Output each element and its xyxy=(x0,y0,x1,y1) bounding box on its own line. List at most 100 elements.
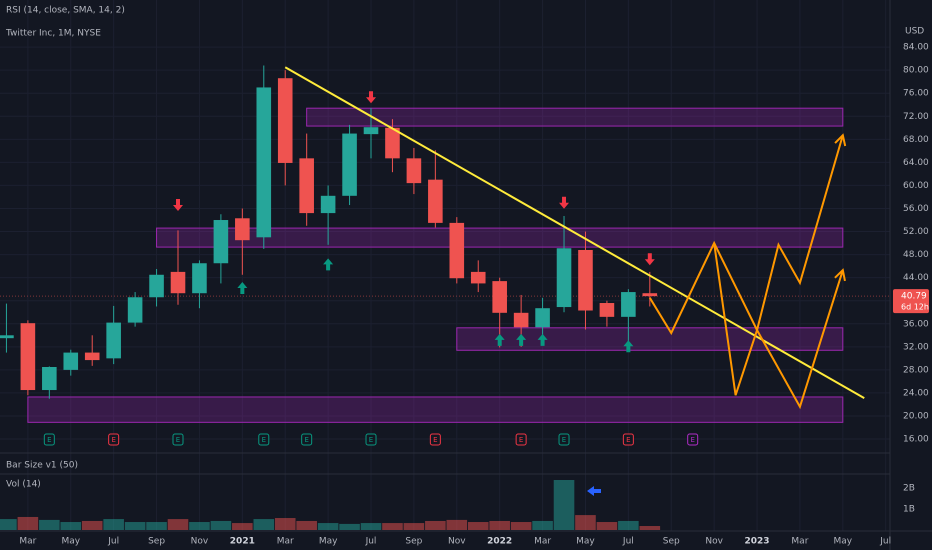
candle-body xyxy=(513,312,529,328)
vol-tick-label: 2B xyxy=(903,483,915,493)
earnings-marker xyxy=(172,433,184,446)
y-tick-label: 20.00 xyxy=(903,411,929,421)
volume-bar xyxy=(232,523,253,530)
earnings-marker xyxy=(258,433,270,446)
earnings-label: E xyxy=(369,436,373,444)
volume-bar xyxy=(146,522,167,530)
earnings-label: E xyxy=(176,436,180,444)
earnings-label: E xyxy=(562,436,566,444)
y-tick-label: 68.00 xyxy=(903,135,929,145)
projection-arrowhead xyxy=(834,268,846,282)
signal-arrow xyxy=(644,253,655,266)
y-tick-label: 16.00 xyxy=(903,435,929,445)
countdown: 6d 12h xyxy=(901,303,929,312)
candle-body xyxy=(0,335,14,339)
volume-bar xyxy=(425,520,446,530)
x-tick-label: Jul xyxy=(365,537,377,547)
x-tick-label: May xyxy=(576,537,595,547)
signal-arrow xyxy=(516,333,527,346)
projection-arrowhead xyxy=(834,133,847,147)
projection xyxy=(713,242,844,410)
candle-body xyxy=(578,249,593,311)
volume-bar xyxy=(81,520,103,530)
x-tick-label: Mar xyxy=(19,537,36,547)
candle-body xyxy=(599,303,615,317)
x-tick-label: 2023 xyxy=(745,537,770,547)
volume-bar xyxy=(60,522,82,530)
x-tick-label: Jul xyxy=(107,537,119,547)
y-tick-label: 56.00 xyxy=(903,204,929,214)
volume-bar xyxy=(274,518,296,530)
y-tick-label: 44.00 xyxy=(903,273,929,283)
signal-arrow xyxy=(494,333,505,346)
volume-bar xyxy=(167,519,189,530)
volume-bar xyxy=(189,522,210,530)
indicator-label: RSI (14, close, SMA, 14, 2) xyxy=(6,6,125,16)
candle-body xyxy=(63,352,79,370)
volume-bar xyxy=(253,519,275,530)
x-tick-label: Jul xyxy=(879,537,891,547)
earnings-label: E xyxy=(262,436,266,444)
zone xyxy=(27,396,844,423)
volume-bar xyxy=(618,520,639,530)
earnings-label: E xyxy=(519,436,523,444)
zone xyxy=(456,327,844,351)
earnings-marker xyxy=(515,433,527,446)
candle-body xyxy=(385,127,400,159)
vol-tick-label: 1B xyxy=(903,504,915,514)
candle-body xyxy=(84,352,100,361)
x-tick-label: 2021 xyxy=(230,537,255,547)
trendline xyxy=(284,66,865,399)
volume-bar xyxy=(360,523,382,530)
y-tick-label: 76.00 xyxy=(903,89,929,99)
volume-bar xyxy=(489,520,510,530)
volume-bar xyxy=(553,479,575,530)
x-tick-label: May xyxy=(61,537,80,547)
earnings-label: E xyxy=(433,436,437,444)
y-tick-label: 84.00 xyxy=(903,43,929,53)
candle-body xyxy=(277,78,293,163)
earnings-marker xyxy=(622,433,634,446)
signal-arrow xyxy=(537,333,548,346)
volume-bar xyxy=(446,519,468,530)
candle-body xyxy=(449,222,465,279)
volume-bar xyxy=(317,523,339,530)
candle-body xyxy=(127,297,143,323)
x-tick-label: Mar xyxy=(277,537,294,547)
y-tick-label: 72.00 xyxy=(903,112,929,122)
y-tick-label: 28.00 xyxy=(903,365,929,375)
y-tick-label: 60.00 xyxy=(903,181,929,191)
grid xyxy=(0,0,890,531)
y-tick-label: 32.00 xyxy=(903,342,929,352)
zone xyxy=(306,107,844,127)
candle-body xyxy=(342,133,357,196)
x-tick-label: Sep xyxy=(663,537,680,547)
earnings-label: E xyxy=(111,436,115,444)
signal-arrow xyxy=(623,340,634,353)
y-tick-label: 64.00 xyxy=(903,158,929,168)
bar-size-label: Bar Size v1 (50) xyxy=(6,461,78,471)
volume-bar xyxy=(39,519,60,530)
signal-arrow xyxy=(323,258,334,271)
volume-bar xyxy=(382,523,403,530)
y-tick-label: 24.00 xyxy=(903,388,929,398)
x-tick-label: Jul xyxy=(622,537,634,547)
candle-body xyxy=(213,220,229,264)
volume-bar xyxy=(510,522,532,530)
candle-body xyxy=(42,366,57,391)
candle-body xyxy=(363,127,379,135)
y-tick-label: 80.00 xyxy=(903,66,929,76)
y-tick-label: 36.00 xyxy=(903,319,929,329)
candle-body xyxy=(470,271,486,284)
earnings-marker xyxy=(301,433,313,446)
x-tick-label: Mar xyxy=(534,537,551,547)
volume-bar xyxy=(403,523,425,530)
volume-bar xyxy=(210,520,232,530)
candle-body xyxy=(192,263,207,294)
y-tick-label: 48.00 xyxy=(903,250,929,260)
volume-bar xyxy=(0,519,17,530)
last-price-label: 40.79 xyxy=(901,292,927,302)
earnings-label: E xyxy=(47,436,51,444)
